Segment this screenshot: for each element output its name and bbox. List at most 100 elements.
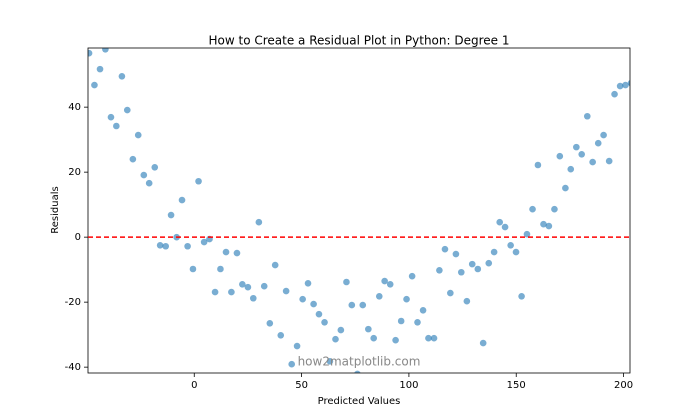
- scatter-point: [266, 319, 274, 327]
- scatter-point: [277, 332, 285, 339]
- y-tick-label: -40: [65, 362, 81, 373]
- scatter-point: [293, 342, 301, 350]
- scatter-point: [529, 205, 536, 213]
- scatter-point: [162, 242, 170, 250]
- scatter-point: [474, 265, 482, 273]
- scatter-point: [249, 294, 257, 302]
- scatter-point: [315, 310, 323, 318]
- scatter-point: [441, 245, 449, 253]
- scatter-point: [113, 122, 120, 130]
- scatter-point: [381, 277, 388, 285]
- scatter-point: [425, 334, 432, 342]
- scatter-point: [600, 131, 607, 139]
- x-tick-label: 100: [399, 380, 418, 391]
- scatter-point: [523, 230, 531, 238]
- scatter-point: [260, 282, 268, 290]
- y-tick-label: 0: [75, 232, 81, 243]
- scatter-point: [567, 165, 575, 173]
- scatter-point: [326, 358, 334, 365]
- scatter-point: [107, 113, 115, 121]
- scatter-point: [228, 288, 235, 296]
- scatter-point: [616, 82, 624, 90]
- scatter-point: [573, 143, 580, 151]
- scatter-point: [255, 218, 263, 226]
- scatter-point: [337, 326, 345, 334]
- scatter-point: [348, 301, 356, 309]
- scatter-point: [134, 131, 142, 139]
- scatter-point: [195, 177, 202, 185]
- scatter-point: [129, 155, 137, 163]
- scatter-point: [485, 259, 493, 267]
- scatter-point: [233, 249, 241, 257]
- scatter-point: [507, 241, 514, 249]
- axes-frame: [87, 47, 631, 374]
- scatter-point: [452, 250, 460, 258]
- scatter-point: [244, 283, 252, 291]
- scatter-point: [321, 319, 328, 326]
- scatter-point: [392, 336, 399, 344]
- scatter-point: [518, 293, 525, 300]
- scatter-point: [512, 248, 520, 256]
- scatter-point: [200, 238, 208, 246]
- y-tick-label: 40: [68, 102, 81, 113]
- scatter-point: [359, 301, 367, 309]
- scatter-point: [545, 222, 553, 230]
- scatter-point: [496, 218, 504, 226]
- scatter-point: [627, 79, 630, 87]
- scatter-point: [457, 268, 465, 276]
- scatter-point: [310, 300, 317, 308]
- scatter-point: [271, 261, 279, 269]
- scatter-point: [583, 112, 591, 120]
- x-tick-label: 50: [295, 380, 308, 391]
- scatter-point: [578, 150, 586, 158]
- scatter-point: [156, 241, 164, 249]
- chart-title: How to Create a Residual Plot in Python:…: [209, 34, 510, 48]
- scatter-point: [605, 157, 613, 165]
- scatter-point: [222, 248, 230, 256]
- scatter-point: [304, 280, 312, 287]
- scatter-point: [123, 106, 131, 114]
- x-axis-label: Predicted Values: [318, 396, 401, 407]
- scatter-point: [96, 65, 104, 73]
- y-tick-label: -20: [65, 297, 81, 308]
- scatter-point: [556, 152, 564, 160]
- x-tick-label: 200: [614, 380, 633, 391]
- x-tick-label: 150: [507, 380, 526, 391]
- scatter-point: [419, 306, 427, 314]
- scatter-point: [354, 370, 361, 373]
- plot-area: [88, 48, 630, 373]
- scatter-point: [408, 272, 416, 280]
- y-axis-label: Residuals: [50, 186, 61, 233]
- scatter-point: [430, 334, 438, 342]
- scatter-point: [447, 289, 454, 297]
- scatter-point: [239, 280, 246, 288]
- scatter-point: [88, 49, 93, 57]
- scatter-point: [288, 360, 296, 368]
- scatter-point: [436, 267, 443, 274]
- scatter-point: [551, 205, 558, 213]
- scatter-point: [167, 211, 175, 219]
- scatter-point: [501, 223, 509, 231]
- scatter-point: [151, 163, 159, 171]
- scatter-point: [386, 280, 394, 288]
- scatter-point: [140, 171, 148, 179]
- scatter-point: [397, 317, 405, 325]
- scatter-point: [562, 184, 569, 192]
- scatter-point: [375, 293, 383, 300]
- scatter-point: [332, 335, 339, 343]
- scatter-point: [611, 90, 618, 98]
- scatter-point: [145, 179, 153, 187]
- scatter-point: [463, 297, 471, 305]
- scatter-point: [365, 325, 372, 333]
- scatter-point: [479, 339, 487, 347]
- y-tick-label: 20: [68, 167, 81, 178]
- scatter-point: [184, 242, 191, 250]
- scatter-point: [211, 288, 219, 296]
- scatter-point: [622, 81, 629, 89]
- scatter-point: [282, 287, 290, 295]
- x-tick-label: 0: [191, 380, 197, 391]
- scatter-point: [468, 260, 476, 268]
- scatter-point: [534, 161, 542, 169]
- scatter-point: [102, 48, 109, 53]
- scatter-point: [370, 334, 378, 342]
